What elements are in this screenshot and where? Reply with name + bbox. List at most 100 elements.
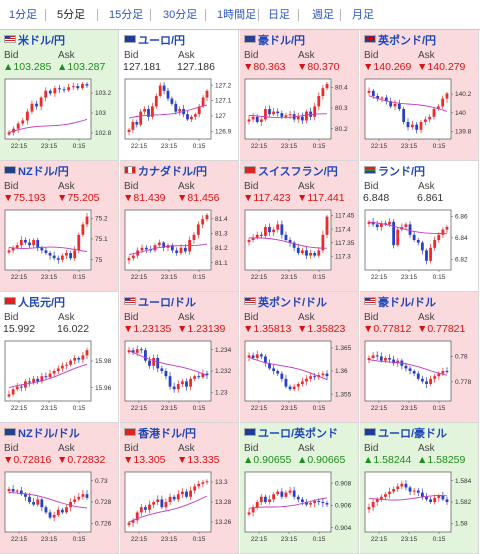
pair-title[interactable]: 豪ドル/ドル: [364, 297, 436, 310]
rate-panel[interactable]: 香港ドル/円 Bid Ask ▼13.305 ▼13.335 13.3 13.28 13.26…: [120, 423, 239, 554]
candlestick-chart[interactable]: 6.86 6.84 6.82 22:15 23:15 0:15: [363, 206, 475, 285]
bid-label: Bid: [4, 312, 19, 323]
rate-panel[interactable]: 豪ドル/円 Bid Ask ▼80.363 ▼80.370 80.4 80.3 80.2 22:…: [240, 30, 359, 161]
candlestick-chart[interactable]: 0.73 0.728 0.726 22:15 23:15 0:15: [3, 468, 115, 547]
candle-body: [384, 223, 387, 225]
chart-svg: 127.2 127.1 127 126.9 22:15 23:15 0:15: [124, 78, 232, 150]
pair-title[interactable]: NZドル/ドル: [4, 428, 80, 441]
candle-body: [148, 504, 151, 510]
pair-title[interactable]: カナダドル/円: [124, 166, 207, 179]
pair-title[interactable]: ランド/円: [364, 166, 425, 179]
pair-title[interactable]: ユーロ/英ポンド: [244, 428, 338, 441]
candlestick-chart[interactable]: 0.908 0.906 0.904 22:15 23:15 0:15: [243, 468, 355, 547]
candle-body: [305, 378, 308, 382]
y-tick-label: 75.1: [95, 236, 108, 243]
rate-panel[interactable]: NZドル/ドル Bid Ask ▼0.72816 ▼0.72832 0.73 0.728 0.…: [0, 423, 119, 554]
candle-body: [56, 368, 60, 371]
bid-label: Bid: [244, 443, 259, 454]
rate-panel[interactable]: カナダドル/円 Bid Ask ▼81.439 ▼81.456 81.4 81.3 81.2 8…: [120, 161, 239, 292]
pair-title[interactable]: NZドル/円: [4, 166, 69, 179]
ask-label: Ask: [178, 181, 195, 192]
pair-name: カナダドル/円: [138, 166, 208, 178]
candlestick-chart[interactable]: 75.2 75.1 75 22:15 23:15 0:15: [3, 206, 115, 285]
candle-body: [420, 242, 424, 251]
pair-title[interactable]: 英ポンド/ドル: [244, 297, 327, 310]
bid-value: ▼80.363: [243, 61, 286, 74]
tab-4[interactable]: 1時間足: [217, 9, 257, 21]
rate-panel[interactable]: NZドル/円 Bid Ask ▼75.193 ▼75.205 75.2 75.1 75 22:1…: [0, 161, 119, 292]
candlestick-chart[interactable]: 13.3 13.28 13.26 22:15 23:15 0:15: [123, 468, 235, 547]
eu-flag-icon: [364, 428, 376, 436]
candlestick-chart[interactable]: 1.365 1.36 1.355 22:15 23:15 0:15: [243, 337, 355, 416]
tab-2[interactable]: 15分足: [109, 9, 144, 21]
candle-body: [272, 111, 276, 115]
rate-panel[interactable]: ユーロ/ドル Bid Ask ▼1.23135 ▼1.23139 1.234 1.232 1.…: [120, 292, 239, 423]
candlestick-chart[interactable]: 103.2 103 102.8 22:15 23:15 0:15: [3, 75, 115, 154]
bid-value-text: 127.181: [123, 61, 161, 73]
rate-panel[interactable]: ユーロ/豪ドル Bid Ask ▲1.58244 ▲1.58259 1.584 1.582 1…: [360, 423, 479, 554]
bid-value: ▲1.58244: [363, 454, 411, 467]
candlestick-chart[interactable]: 15.98 15.96 22:15 23:15 0:15: [3, 337, 115, 416]
rate-panel[interactable]: 英ポンド/円 Bid Ask ▼140.269 ▼140.279 140.2 140 139.…: [360, 30, 479, 161]
tab-5[interactable]: 日足: [268, 9, 290, 21]
candle-body: [429, 378, 432, 384]
rate-panel[interactable]: 英ポンド/ドル Bid Ask ▼1.35813 ▼1.35823 1.365 1.36 1.…: [240, 292, 359, 423]
candlestick-chart[interactable]: 117.45 117.4 117.35 117.3 22:15 23:15 0:15: [243, 206, 355, 285]
ask-label: Ask: [418, 443, 435, 454]
rate-panel[interactable]: ランド/円 Bid Ask 6.848 6.861 6.86 6.84 6.82 22:15 23…: [360, 161, 479, 292]
candle-body: [15, 245, 19, 248]
candlestick-chart[interactable]: 81.4 81.3 81.2 81.1 22:15 23:15 0:15: [123, 206, 235, 285]
rate-panel[interactable]: ユーロ/円 Bid Ask 127.181 127.186 127.2 127.1 127 12…: [120, 30, 239, 161]
down-arrow-icon: ▼: [123, 192, 134, 204]
tab-6[interactable]: 週足: [312, 9, 334, 21]
candlestick-chart[interactable]: 140.2 140 139.8 22:15 23:15 0:15: [363, 75, 475, 154]
pair-title[interactable]: ユーロ/円: [124, 35, 185, 48]
pair-title[interactable]: 英ポンド/円: [364, 35, 436, 48]
candle-body: [325, 373, 329, 377]
candle-body: [367, 507, 371, 510]
up-arrow-icon: ▲: [57, 61, 68, 73]
y-tick-label: 1.232: [215, 368, 232, 375]
y-tick-label: 81.3: [215, 231, 228, 238]
candle-body: [437, 495, 441, 498]
pair-title[interactable]: 人民元/円: [4, 297, 65, 310]
candle-body: [144, 350, 147, 361]
moving-average-line: [8, 363, 88, 389]
pair-title[interactable]: ユーロ/ドル: [124, 297, 196, 310]
candlestick-chart[interactable]: 127.2 127.1 127 126.9 22:15 23:15 0:15: [123, 75, 235, 154]
candlestick-chart[interactable]: 1.234 1.232 1.23 22:15 23:15 0:15: [123, 337, 235, 416]
tab-7[interactable]: 月足: [352, 9, 374, 21]
candle-body: [371, 502, 375, 508]
candle-body: [151, 106, 154, 117]
ask-value: ▼81.456: [177, 192, 220, 205]
candle-body: [420, 492, 424, 497]
tab-3[interactable]: 30分足: [163, 9, 198, 21]
candlestick-chart[interactable]: 0.78 0.778 22:15 23:15 0:15: [363, 337, 475, 416]
candle-body: [7, 250, 11, 253]
rate-panel[interactable]: ユーロ/英ポンド Bid Ask ▲0.90655 ▲0.90665 0.908 0.906…: [240, 423, 359, 554]
y-tick-label: 117.35: [335, 240, 355, 247]
candlestick-chart[interactable]: 80.4 80.3 80.2 22:15 23:15 0:15: [243, 75, 355, 154]
rate-panel[interactable]: 人民元/円 Bid Ask 15.992 16.022 15.98 15.96 22:15 23…: [0, 292, 119, 423]
candle-body: [400, 483, 404, 487]
candle-body: [62, 89, 66, 91]
rate-panel[interactable]: スイスフラン/円 Bid Ask ▼117.423 ▼117.441 117.45 117.…: [240, 161, 359, 292]
rate-panel[interactable]: 豪ドル/ドル Bid Ask ▼0.77812 ▼0.77821 0.78 0.778 22:…: [360, 292, 479, 423]
candle-body: [445, 371, 449, 373]
candle-body: [162, 85, 166, 91]
pair-title[interactable]: 豪ドル/円: [244, 35, 305, 48]
candle-body: [19, 490, 23, 495]
tab-0[interactable]: 1分足: [9, 9, 38, 21]
candle-body: [276, 111, 280, 114]
pair-title[interactable]: 香港ドル/円: [124, 428, 196, 441]
pair-title[interactable]: スイスフラン/円: [244, 166, 338, 179]
y-tick-label: 80.4: [335, 84, 348, 91]
candlestick-chart[interactable]: 1.584 1.582 1.58 22:15 23:15 0:15: [363, 468, 475, 547]
candle-body: [35, 103, 38, 107]
pair-title[interactable]: ユーロ/豪ドル: [364, 428, 447, 441]
rate-panel[interactable]: 米ドル/円 Bid Ask ▲103.285 ▲103.287 103.2 103 102.8…: [0, 30, 119, 161]
candle-body: [7, 489, 11, 492]
candle-body: [127, 129, 131, 132]
pair-title[interactable]: 米ドル/円: [4, 35, 65, 48]
tab-1[interactable]: 5分足: [57, 9, 86, 21]
